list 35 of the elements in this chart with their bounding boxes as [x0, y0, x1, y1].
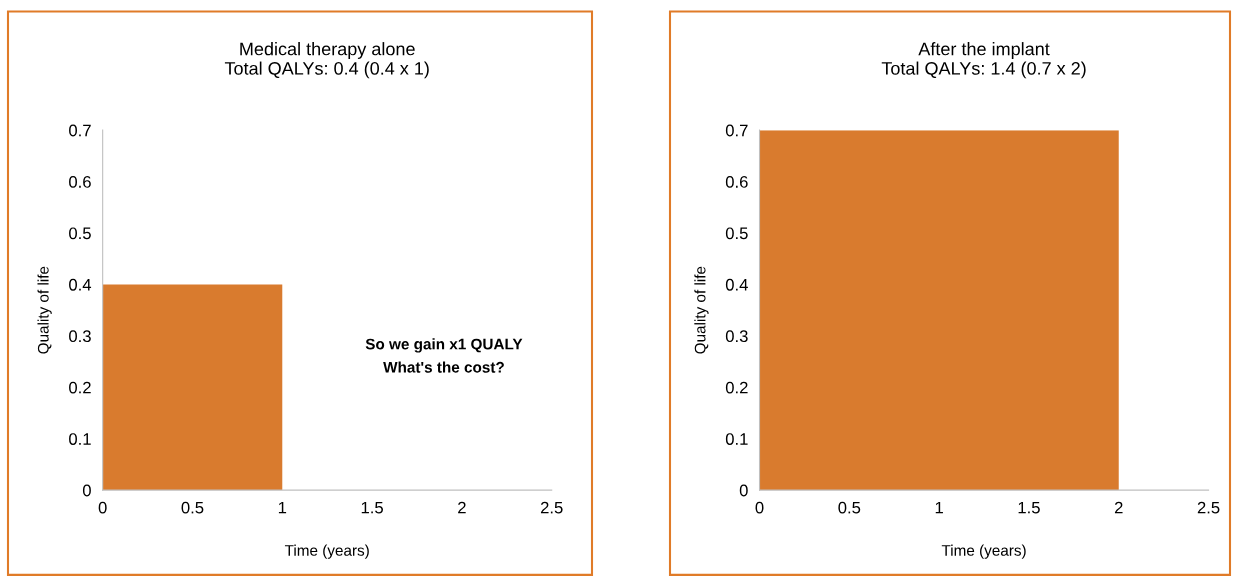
- y-tick-label: 0.3: [725, 330, 748, 343]
- x-tick-label: 1: [935, 501, 943, 514]
- x-tick-label: 1.5: [1018, 501, 1040, 514]
- y-tick-label: 0.2: [725, 381, 748, 394]
- chart-title: After the implant Total QALYs: 1.4 (0.7 x 2): [881, 42, 1086, 79]
- x-tick-label: 2.5: [1197, 501, 1220, 514]
- y-tick-label: 0: [82, 484, 91, 497]
- x-axis-title: Time (years): [941, 544, 1026, 559]
- y-tick-label: 0.6: [69, 176, 91, 188]
- y-tick-label: 0.3: [69, 330, 91, 343]
- y-tick-label: 0: [739, 484, 748, 497]
- x-tick-label: 0.5: [838, 501, 861, 514]
- x-tick-label: 1.5: [361, 501, 383, 514]
- x-tick-label: 0.5: [181, 501, 204, 514]
- y-tick-label: 0.5: [725, 227, 748, 240]
- y-tick-label: 0.1: [69, 433, 91, 445]
- x-tick-label: 0: [98, 501, 107, 514]
- x-tick-label: 0: [755, 501, 764, 514]
- x-tick-label: 1: [278, 501, 287, 514]
- y-tick-label: 0.4: [725, 278, 748, 291]
- chart-title: Medical therapy alone Total QALYs: 0.4 (0.4 x 1): [224, 42, 429, 79]
- x-axis-title: Time (years): [284, 544, 369, 559]
- y-tick-label: 0.6: [725, 176, 748, 188]
- y-tick-label: 0.7: [725, 124, 748, 137]
- y-axis-title: Quality of life: [694, 266, 709, 354]
- y-tick-label: 0.7: [69, 124, 91, 137]
- x-tick-label: 2: [1114, 501, 1123, 514]
- y-tick-label: 0.5: [69, 227, 91, 240]
- x-tick-label: 2: [458, 501, 466, 514]
- y-axis-title: Quality of life: [37, 266, 52, 354]
- x-tick-label: 2.5: [540, 501, 563, 514]
- y-tick-label: 0.1: [725, 433, 748, 445]
- y-tick-label: 0.2: [69, 381, 91, 394]
- annotation: So we gain x1 QUALY What's the cost?: [365, 338, 523, 373]
- y-tick-label: 0.4: [69, 278, 92, 291]
